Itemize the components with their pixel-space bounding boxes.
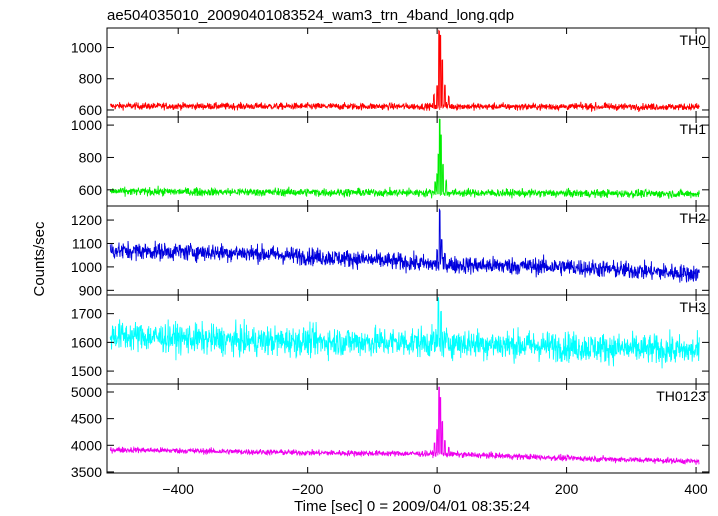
y-tick-label: 1000 xyxy=(71,117,102,133)
y-tick-label: 1500 xyxy=(71,363,102,379)
y-tick-label: 800 xyxy=(79,149,103,165)
y-tick-label: 1200 xyxy=(71,212,102,228)
series-line-th0 xyxy=(109,29,700,113)
x-tick-label: 400 xyxy=(684,481,708,497)
panel-th3: 1500 1600 1700 TH3 xyxy=(71,294,710,385)
panel-th0123: 3500 4000 4500 5000 TH0123 xyxy=(71,383,710,480)
x-axis-label: Time [sec] 0 = 2009/04/01 08:35:24 xyxy=(294,498,530,515)
y-tick-label: 600 xyxy=(79,102,103,118)
y-axis-label: Counts/sec xyxy=(31,221,48,297)
x-tick-label: 200 xyxy=(555,481,579,497)
chart-title: ae504035010_20090401083524_wam3_trn_4ban… xyxy=(107,7,514,24)
series-label-th1: TH1 xyxy=(680,121,707,137)
y-tick-label: 1100 xyxy=(72,235,102,251)
series-line-th0123 xyxy=(109,386,700,465)
y-tick-label: 1700 xyxy=(71,306,102,322)
y-tick-label: 4000 xyxy=(71,437,102,453)
y-tick-label: 3500 xyxy=(71,464,102,480)
x-tick-label: −200 xyxy=(292,481,324,497)
panel-th2: 900 1000 1100 1200 TH2 xyxy=(71,205,710,298)
y-tick-label: 1000 xyxy=(71,40,102,56)
series-label-th2: TH2 xyxy=(680,210,707,226)
series-line-th3 xyxy=(109,296,700,369)
series-label-th0: TH0 xyxy=(680,32,707,48)
y-tick-label: 4500 xyxy=(71,411,102,427)
y-tick-label: 5000 xyxy=(71,384,102,400)
series-line-th2 xyxy=(109,207,700,283)
y-tick-label: 900 xyxy=(79,282,103,298)
y-tick-label: 600 xyxy=(79,182,103,198)
panel-th1: 600 800 1000 TH1 xyxy=(71,116,710,207)
panel-frame xyxy=(106,383,710,474)
series-label-th0123: TH0123 xyxy=(656,388,706,404)
y-tick-label: 1000 xyxy=(71,259,102,275)
x-tick-label: −400 xyxy=(162,481,194,497)
x-tick-label: 0 xyxy=(433,481,441,497)
y-tick-label: 1600 xyxy=(71,334,102,350)
series-label-th3: TH3 xyxy=(680,299,707,315)
y-tick-label: 800 xyxy=(79,71,103,87)
series-line-th1 xyxy=(109,118,700,199)
panel-th0: 600 800 1000 TH0 xyxy=(71,27,710,118)
